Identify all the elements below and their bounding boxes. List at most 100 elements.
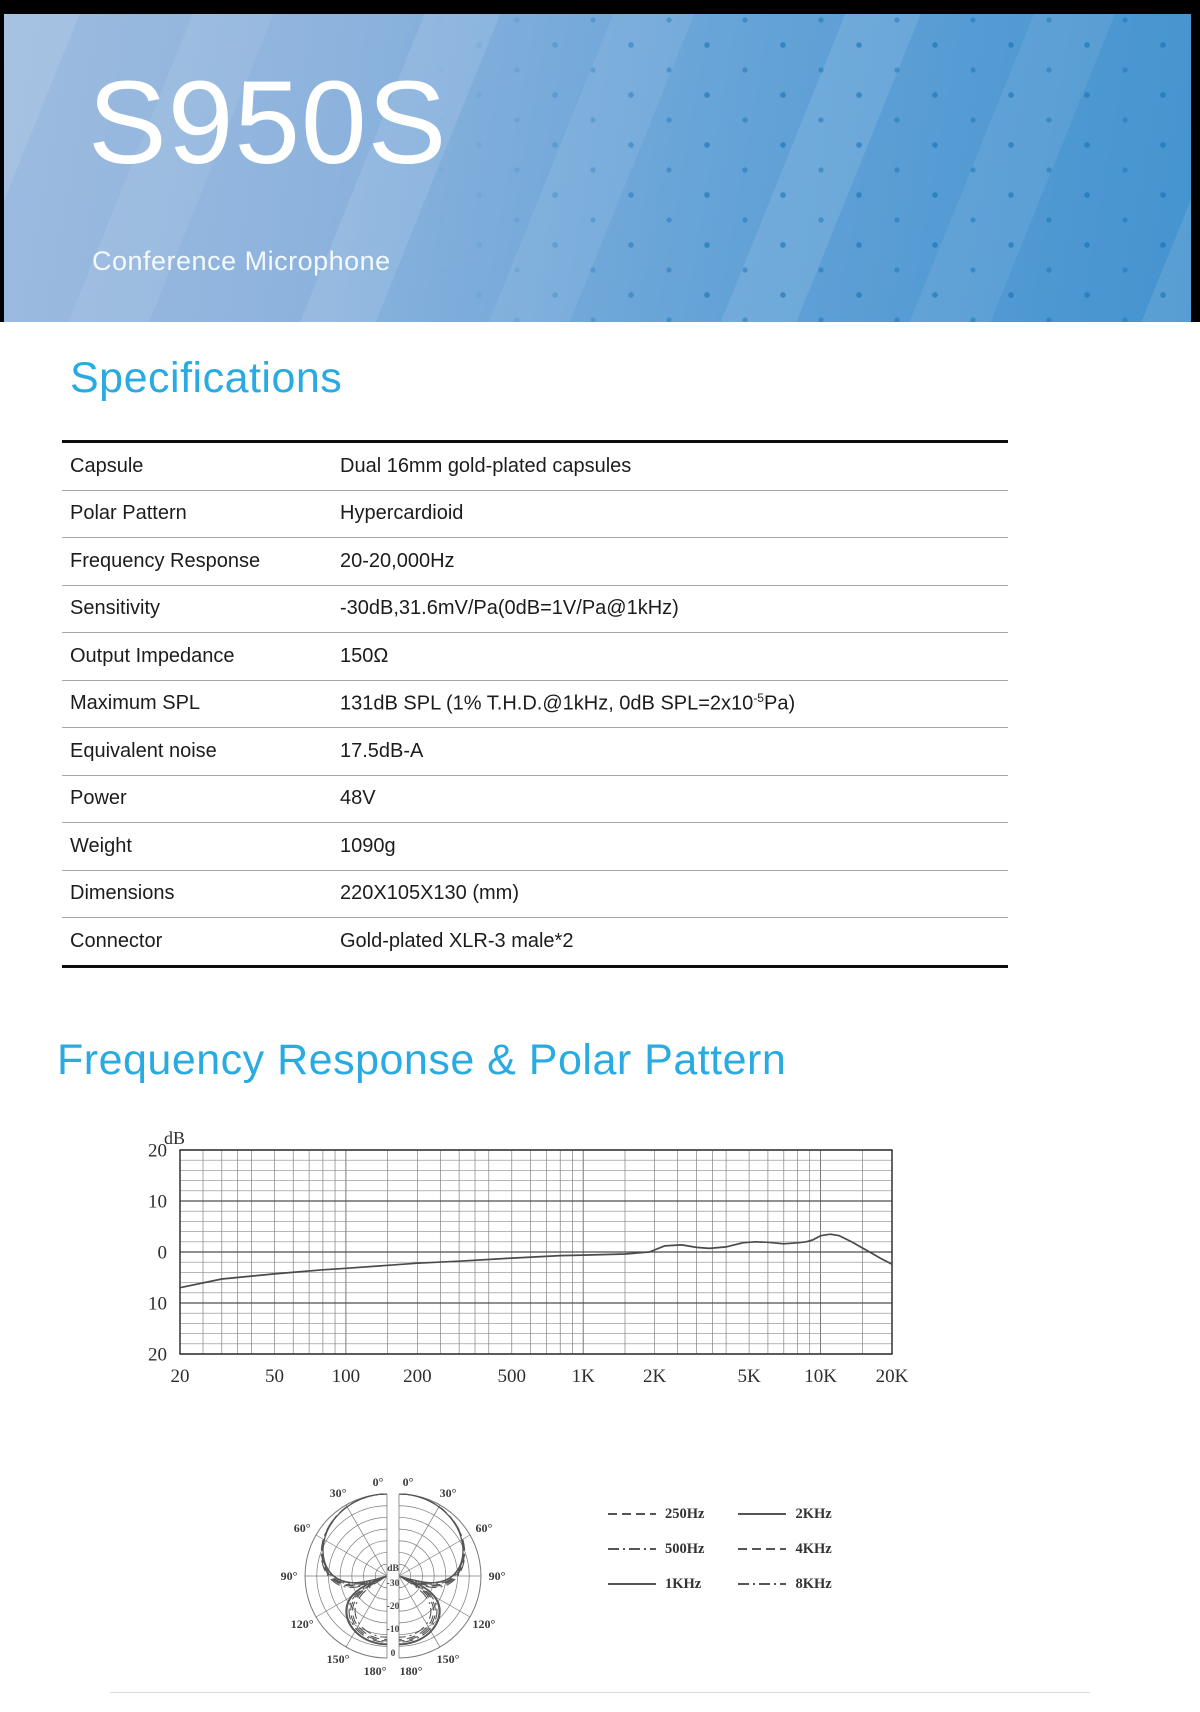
svg-text:10: 10 [148,1293,167,1314]
svg-text:150°: 150° [437,1652,460,1666]
spec-row: Maximum SPL 131dB SPL (1% T.H.D.@1kHz, 0d… [62,681,1008,728]
spec-row: Dimensions 220X105X130 (mm) [62,871,1008,918]
svg-text:0°: 0° [403,1475,414,1489]
bottom-divider [110,1692,1090,1693]
svg-text:20: 20 [148,1140,167,1161]
spec-label: Frequency Response [70,549,261,572]
polar-radial-labels: dB -30 -20 -10 0 [387,1564,400,1659]
legend-line-solid-icon [738,1513,787,1515]
spec-value: 17.5dB-A [340,739,424,762]
spec-value: 220X105X130 (mm) [340,882,519,905]
svg-text:120°: 120° [472,1617,495,1631]
fr-curve [179,1232,893,1289]
page-header: S950S Conference Microphone [0,0,1200,322]
polar-curve-8KHz [320,1492,388,1638]
svg-text:30°: 30° [440,1485,457,1499]
legend-label: 1KHz [665,1575,702,1592]
header-banner: S950S Conference Microphone [4,14,1191,322]
svg-text:90°: 90° [281,1569,298,1583]
spec-label: Capsule [70,454,144,477]
spec-label: Maximum SPL [70,692,201,715]
product-title: S950S [88,57,448,189]
spec-row: Polar Pattern Hypercardioid [62,491,1008,538]
legend-line-dashed-icon [738,1548,787,1550]
svg-text:10: 10 [148,1191,167,1212]
svg-text:20: 20 [171,1366,190,1387]
svg-text:2K: 2K [643,1366,667,1387]
svg-text:200: 200 [403,1366,432,1387]
spec-row: Connector Gold-plated XLR-3 male*2 [62,918,1008,965]
svg-text:-20: -20 [387,1602,400,1612]
svg-text:180°: 180° [364,1664,387,1678]
spec-label: Power [70,787,127,810]
legend-item-500Hz: 500Hz [608,1541,704,1558]
spec-value: 1090g [340,834,396,857]
polar-curve-8KHz [398,1492,466,1638]
svg-text:150°: 150° [327,1652,350,1666]
spec-label: Weight [70,834,132,857]
svg-text:30°: 30° [330,1485,347,1499]
legend-item-250Hz: 250Hz [608,1506,704,1523]
svg-text:5K: 5K [737,1366,761,1387]
spec-value: Hypercardioid [340,502,464,525]
svg-text:90°: 90° [489,1569,506,1583]
spec-value: 20-20,000Hz [340,549,455,572]
spec-row: Output Impedance 150Ω [62,633,1008,681]
legend-label: 250Hz [665,1505,705,1522]
spec-row: Equivalent noise 17.5dB-A [62,728,1008,776]
polar-legend: 250Hz 2KHz 500Hz 4KHz 1KHz 8KHz [608,1506,832,1593]
polar-pattern-chart: 30° 60° 90° 120° 150° 0° 180° 30° 60° 90° 120° 150°… [228,1414,558,1712]
legend-label: 2KHz [795,1505,832,1522]
spec-label: Connector [70,929,163,952]
svg-text:60°: 60° [294,1521,311,1535]
spec-label: Polar Pattern [70,502,187,525]
spec-label: Dimensions [70,882,175,905]
spec-table: Capsule Dual 16mm gold-plated capsules Pol… [62,440,1008,968]
svg-text:180°: 180° [400,1664,423,1678]
legend-item-2KHz: 2KHz [738,1505,832,1523]
legend-label: 8KHz [795,1575,832,1592]
svg-text:60°: 60° [475,1521,492,1535]
legend-line-solid-icon [608,1583,656,1585]
spec-row: Capsule Dual 16mm gold-plated capsules [62,443,1008,491]
legend-item-1KHz: 1KHz [608,1576,704,1593]
polar-section: 30° 60° 90° 120° 150° 0° 180° 30° 60° 90° 120° 150°… [0,1414,1200,1712]
product-subtitle: Conference Microphone [92,246,391,276]
legend-line-dashdot-icon [738,1583,787,1585]
svg-text:20K: 20K [876,1366,909,1387]
legend-item-8KHz: 8KHz [738,1575,832,1593]
svg-text:500: 500 [498,1366,527,1387]
frequency-response-heading: Frequency Response & Polar Pattern [57,1035,787,1084]
svg-text:dB: dB [164,1130,185,1148]
svg-text:0: 0 [391,1649,396,1659]
polar-pattern-svg: 30° 60° 90° 120° 150° 0° 180° 30° 60° 90° 120° 150°… [281,1475,506,1678]
polar-grid: 30° 60° 90° 120° 150° 0° 180° [398,1475,506,1678]
svg-text:10K: 10K [804,1366,837,1387]
svg-text:1K: 1K [572,1366,596,1387]
svg-text:-30: -30 [387,1579,400,1589]
specifications-heading: Specifications [70,354,343,402]
legend-line-dashdot-icon [608,1548,656,1550]
svg-text:100: 100 [332,1366,361,1387]
spec-value: 131dB SPL (1% T.H.D.@1kHz, 0dB SPL=2x10-… [340,691,796,716]
svg-text:50: 50 [265,1366,284,1387]
spec-row: Sensitivity -30dB,31.6mV/Pa(0dB=1V/Pa@1kH… [62,586,1008,633]
spec-value: 48V [340,787,376,810]
spec-value: Dual 16mm gold-plated capsules [340,454,632,477]
svg-text:-10: -10 [387,1625,400,1635]
svg-text:0: 0 [158,1242,168,1263]
legend-label: 4KHz [795,1540,832,1557]
legend-line-dashed-icon [608,1513,656,1515]
spec-row: Frequency Response 20-20,000Hz [62,538,1008,586]
spec-label: Output Impedance [70,644,235,667]
frequency-response-chart: dB 20 10 0 10 20 20 50 100 200 500 1K 2K 5K 10K 20K [110,1128,1200,1400]
spec-value: -30dB,31.6mV/Pa(0dB=1V/Pa@1kHz) [340,597,679,620]
spec-row: Power 48V [62,776,1008,823]
spec-value: 150Ω [340,644,389,667]
spec-row: Weight 1090g [62,823,1008,871]
spec-label: Equivalent noise [70,739,217,762]
svg-text:dB: dB [387,1564,399,1574]
spec-value: Gold-plated XLR-3 male*2 [340,929,574,952]
